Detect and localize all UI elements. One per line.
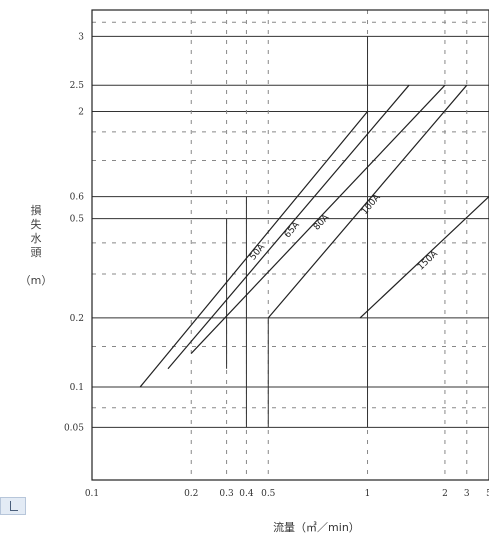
y-axis-label-char: 頭 (31, 246, 42, 259)
series-line-100a (267, 84, 468, 319)
x-axis-label: 流量（㎥／min） (273, 520, 360, 534)
x-tick-labels: 0.1 0.2 0.3 0.4 0.5 1 2 3 5 (85, 489, 489, 499)
grid (91, 10, 489, 480)
series-labels: 50A 65A 80A 100A 150A (248, 192, 440, 272)
y-tick-label: 0.6 (70, 193, 85, 203)
series-label-100a: 100A (360, 192, 383, 217)
y-axis-label-char: 損 (31, 203, 42, 217)
x-tick-label: 0.3 (219, 489, 234, 499)
x-tick-label: 2 (442, 489, 448, 499)
x-tick-label: 3 (464, 489, 470, 499)
series-line-150a (359, 196, 489, 319)
x-tick-label: 1 (365, 489, 371, 499)
x-tick-label: 0.2 (184, 489, 198, 499)
y-tick-label: 0.2 (70, 314, 84, 324)
series-line-50a (139, 111, 368, 388)
corner-icon (0, 497, 26, 515)
series-label-150a: 150A (416, 249, 440, 273)
y-tick-label: 3 (78, 32, 84, 42)
y-axis-label-char: 水 (31, 232, 42, 245)
series-lines (139, 84, 489, 388)
x-tick-label: 0.5 (261, 489, 276, 499)
series-label-50a: 50A (248, 242, 267, 263)
y-axis-unit: （m） (20, 274, 53, 287)
y-axis-label-char: 失 (31, 218, 42, 231)
series-line-80a (190, 84, 446, 354)
series-label-65a: 65A (283, 220, 303, 241)
series-line-65a (167, 84, 410, 370)
x-tick-label: 0.1 (85, 489, 99, 499)
x-tick-label: 5 (486, 489, 489, 499)
y-tick-label: 2 (78, 108, 84, 118)
plot-frame (91, 9, 489, 481)
y-tick-labels: 3 2.5 2 0.6 0.5 0.2 0.1 0.05 (64, 32, 84, 433)
y-tick-label: 0.1 (70, 383, 84, 393)
x-tick-label: 0.4 (239, 489, 254, 499)
series-label-80a: 80A (312, 212, 332, 232)
y-tick-label: 0.5 (70, 215, 85, 225)
y-tick-label: 0.05 (64, 423, 84, 433)
y-tick-label: 2.5 (70, 81, 85, 91)
